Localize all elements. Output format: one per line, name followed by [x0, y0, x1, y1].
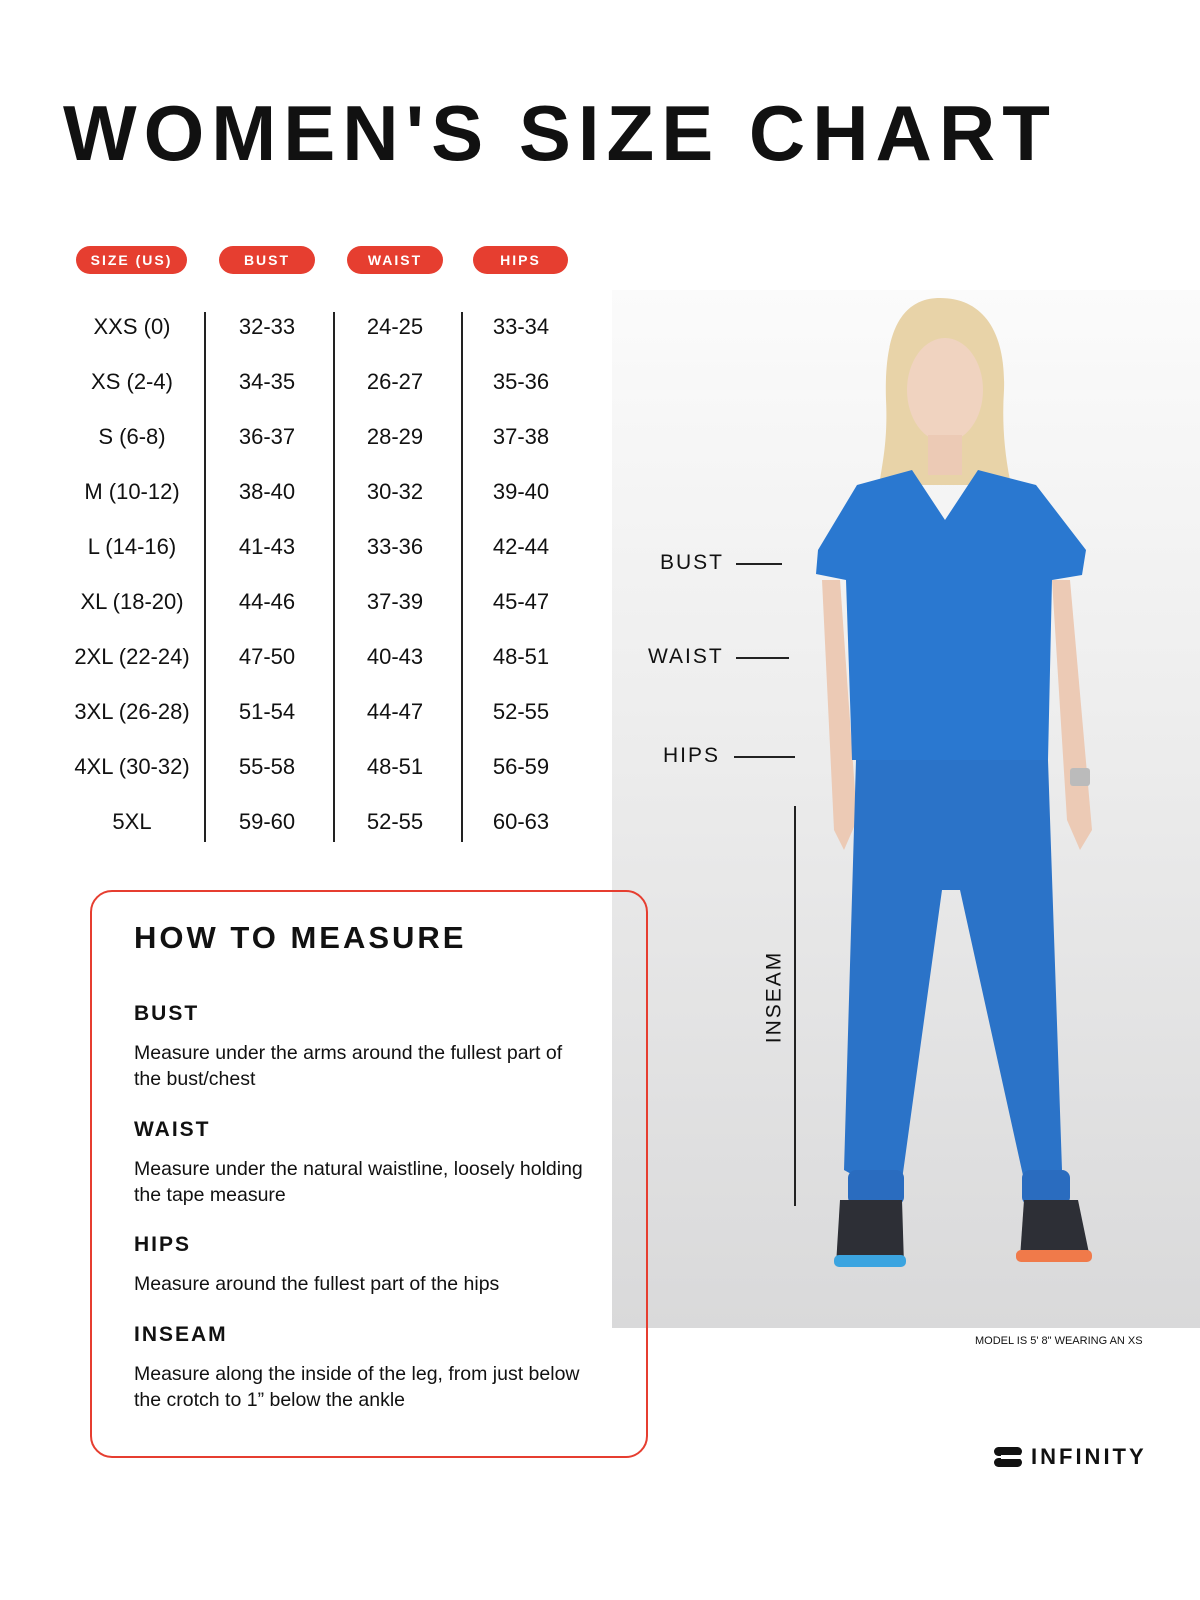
table-cell: 56-59: [492, 754, 550, 779]
brand-name: INFINITY: [1031, 1444, 1147, 1469]
table-cell: 30-32: [366, 479, 424, 504]
inseam-label: INSEAM: [762, 950, 786, 1044]
bust-label: BUST: [660, 551, 725, 574]
waist-label: WAIST: [648, 645, 724, 668]
inseam-heading: INSEAM: [134, 1323, 228, 1346]
table-cell: S (6-8): [98, 424, 166, 449]
table-cell: 26-27: [366, 369, 424, 394]
table-cell: 28-29: [366, 424, 424, 449]
table-cell: 44-47: [366, 699, 424, 724]
table-cell: 42-44: [492, 534, 550, 559]
column-header: SIZE (US): [76, 246, 187, 274]
table-cell: 48-51: [366, 754, 424, 779]
table-cell: 33-36: [366, 534, 424, 559]
table-cell: 38-40: [238, 479, 296, 504]
table-cell: 3XL (26-28): [74, 699, 190, 724]
table-cell: 60-63: [492, 809, 550, 834]
table-cell: 39-40: [492, 479, 550, 504]
column-divider: [204, 312, 206, 842]
table-cell: XS (2-4): [91, 369, 173, 394]
table-cell: 48-51: [492, 644, 550, 669]
table-cell: XL (18-20): [80, 589, 184, 614]
table-cell: 41-43: [238, 534, 296, 559]
model-photo: [612, 290, 1200, 1328]
table-cell: 55-58: [238, 754, 296, 779]
table-cell: 52-55: [492, 699, 550, 724]
hips-label: HIPS: [663, 744, 721, 767]
table-cell: 4XL (30-32): [74, 754, 190, 779]
waist-instructions: Measure under the natural waistline, loo…: [134, 1158, 583, 1206]
table-cell: M (10-12): [84, 479, 180, 504]
table-cell: L (14-16): [87, 534, 177, 559]
brand-logo: INFINITY: [993, 1444, 1147, 1470]
column-divider: [333, 312, 335, 842]
column-header: BUST: [219, 246, 315, 274]
table-cell: 32-33: [238, 314, 296, 339]
table-cell: 45-47: [492, 589, 550, 614]
infinity-logo-icon: [994, 1447, 1022, 1467]
model-note: MODEL IS 5' 8" WEARING AN XS: [975, 1335, 1143, 1347]
bust-heading: BUST: [134, 1002, 200, 1025]
hips-heading: HIPS: [134, 1233, 192, 1256]
hips-line: [734, 756, 795, 758]
model-figure: [816, 298, 1092, 1267]
inseam-instructions: Measure along the inside of the leg, fro…: [134, 1363, 580, 1411]
inseam-line: [794, 806, 796, 1206]
how-to-measure-box: HOW TO MEASURE BUST Measure under the ar…: [90, 890, 648, 1458]
bust-instructions: Measure under the arms around the fulles…: [134, 1042, 563, 1090]
bust-line: [736, 563, 782, 565]
table-cell: 59-60: [238, 809, 296, 834]
table-cell: 40-43: [366, 644, 424, 669]
column-header: HIPS: [473, 246, 568, 274]
table-cell: 36-37: [238, 424, 296, 449]
table-cell: XXS (0): [93, 314, 171, 339]
table-cell: 34-35: [238, 369, 296, 394]
table-cell: 52-55: [366, 809, 424, 834]
table-cell: 35-36: [492, 369, 550, 394]
waist-heading: WAIST: [134, 1118, 211, 1141]
page-title: WOMEN'S SIZE CHART: [63, 89, 1057, 177]
table-cell: 5XL: [112, 809, 152, 834]
table-cell: 24-25: [366, 314, 424, 339]
waist-line: [736, 657, 789, 659]
table-cell: 2XL (22-24): [74, 644, 190, 669]
table-cell: 44-46: [238, 589, 296, 614]
column-divider: [461, 312, 463, 842]
table-cell: 37-38: [492, 424, 550, 449]
table-cell: 33-34: [492, 314, 550, 339]
column-header: WAIST: [347, 246, 443, 274]
hips-instructions: Measure around the fullest part of the h…: [134, 1273, 500, 1295]
how-to-measure-title: HOW TO MEASURE: [134, 920, 467, 955]
table-cell: 37-39: [366, 589, 424, 614]
table-cell: 51-54: [238, 699, 296, 724]
table-cell: 47-50: [238, 644, 296, 669]
